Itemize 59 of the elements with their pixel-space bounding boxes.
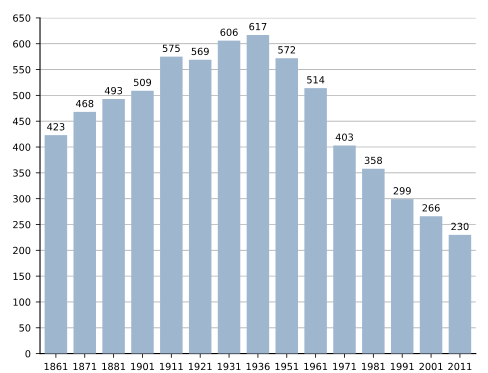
y-tick-label: 550 <box>13 66 30 74</box>
y-tick-label: 600 <box>13 40 30 48</box>
x-tick-label: 1871 <box>73 362 96 370</box>
x-tick-label: 2001 <box>419 362 443 370</box>
data-label: 423 <box>47 123 64 130</box>
data-label: 514 <box>307 76 324 84</box>
data-label: 569 <box>192 48 209 56</box>
x-tick-label: 1951 <box>275 362 298 370</box>
bar <box>73 112 96 354</box>
x-tick-label: 1991 <box>390 362 414 370</box>
y-tick-label: 450 <box>12 118 30 126</box>
bar <box>448 234 472 354</box>
x-tick-label: 1911 <box>160 362 183 370</box>
bar <box>188 60 212 354</box>
data-label: 606 <box>220 28 238 36</box>
bar <box>390 199 414 354</box>
bar <box>218 40 240 354</box>
y-tick-label: 50 <box>19 324 30 332</box>
y-tick-label: 150 <box>14 272 30 280</box>
bar <box>304 88 327 354</box>
y-tick-label: 650 <box>13 14 30 22</box>
data-label: 266 <box>422 204 440 212</box>
x-tick-label: 1861 <box>44 362 68 370</box>
data-label: 509 <box>134 78 152 86</box>
x-tick-label: 1931 <box>218 362 241 370</box>
y-tick-label: 350 <box>13 169 30 177</box>
y-tick-label: 500 <box>13 92 30 100</box>
y-tick-label: 0 <box>25 350 30 358</box>
y-tick-label: 200 <box>13 246 30 254</box>
x-tick-label: 1921 <box>188 362 212 370</box>
data-label: 572 <box>278 46 296 54</box>
y-tick-label: 100 <box>14 298 30 306</box>
data-label: 403 <box>336 133 353 141</box>
x-tick-label: 1881 <box>102 362 126 370</box>
bar <box>102 98 125 354</box>
bar <box>333 145 356 354</box>
data-label: 358 <box>364 156 382 164</box>
bar <box>160 56 183 354</box>
data-label: 468 <box>76 100 94 108</box>
data-label: 230 <box>451 222 469 230</box>
bar <box>276 58 298 354</box>
data-label: 617 <box>249 22 266 30</box>
bar <box>44 135 68 354</box>
y-tick-label: 400 <box>12 143 30 151</box>
x-tick-label: 1936 <box>246 362 270 370</box>
x-tick-label: 1971 <box>333 362 356 370</box>
x-tick-label: 1961 <box>304 362 328 370</box>
data-label: 299 <box>394 187 411 195</box>
bar <box>246 34 270 354</box>
x-tick-label: 1901 <box>131 362 154 370</box>
bar <box>420 216 442 354</box>
y-tick-label: 300 <box>13 195 30 202</box>
bar <box>362 168 385 354</box>
y-tick-label: 250 <box>13 220 30 228</box>
data-label: 493 <box>104 86 122 94</box>
data-label: 575 <box>162 44 180 52</box>
x-tick-label: 2011 <box>448 362 472 370</box>
bar <box>131 90 154 354</box>
x-tick-label: 1981 <box>362 362 385 370</box>
